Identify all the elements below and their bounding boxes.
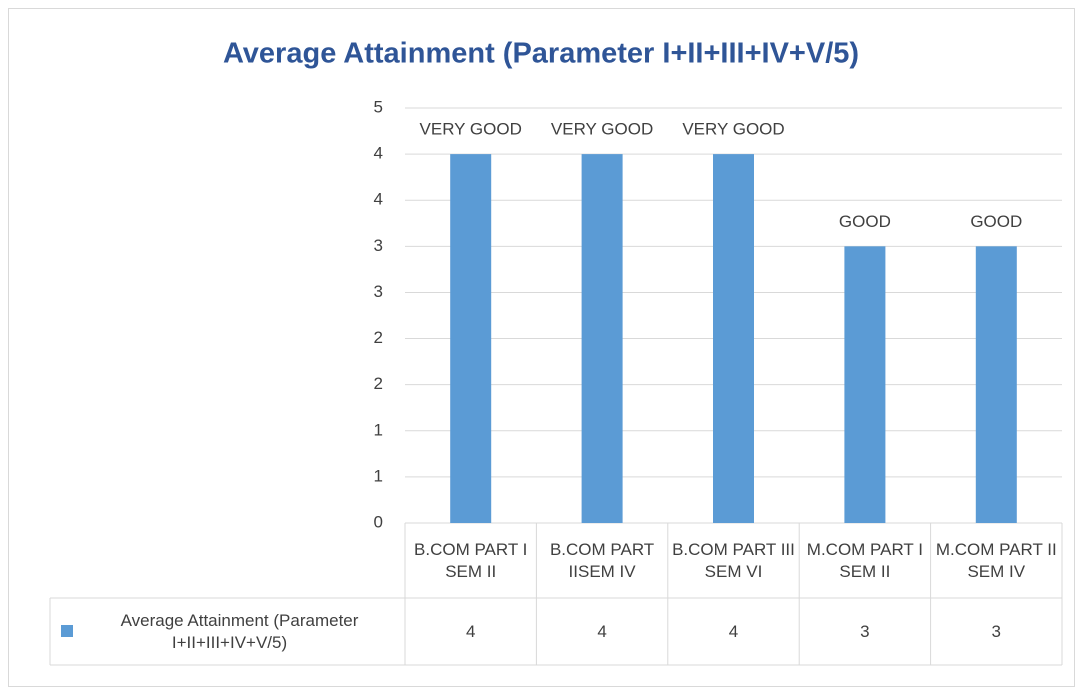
y-tick-label: 1: [374, 420, 383, 439]
bar: [450, 154, 492, 523]
x-tick-label: B.COM PART IISEM IV: [549, 539, 655, 581]
y-tick-label: 1: [374, 466, 383, 485]
data-label: GOOD: [970, 212, 1022, 231]
chart-border: [8, 8, 1075, 687]
x-tick-label: B.COM PART I SEM II: [414, 539, 528, 581]
table-value: 3: [991, 621, 1002, 641]
y-tick-label: 0: [374, 512, 383, 531]
table-value: 3: [860, 621, 870, 641]
data-label: VERY GOOD: [420, 120, 522, 139]
y-tick-label: 2: [374, 374, 383, 393]
y-tick-label: 3: [374, 236, 383, 255]
data-label: VERY GOOD: [682, 120, 784, 139]
y-tick-label: 2: [374, 328, 383, 347]
table-value: 4: [597, 621, 607, 641]
table-value: 4: [465, 621, 476, 641]
x-tick-label: B.COM PART III SEM VI: [672, 539, 795, 581]
y-tick-label: 3: [374, 282, 383, 301]
legend-label: Average Attainment (Parameter I+II+III+I…: [120, 610, 359, 652]
bar: [975, 246, 1017, 524]
legend-swatch: [61, 625, 73, 637]
x-tick-label: M.COM PART II SEM IV: [935, 539, 1057, 581]
bar: [581, 154, 623, 523]
table-value: 4: [728, 621, 739, 641]
bar: [844, 246, 886, 524]
data-label: GOOD: [839, 212, 891, 231]
x-tick-label: M.COM PART I SEM II: [806, 539, 923, 581]
y-tick-label: 5: [374, 97, 383, 116]
y-tick-label: 4: [374, 144, 383, 163]
bar: [713, 154, 754, 523]
data-label: VERY GOOD: [551, 120, 653, 139]
chart-title: Average Attainment (Parameter I+II+III+I…: [223, 38, 859, 70]
y-tick-label: 4: [374, 190, 383, 209]
